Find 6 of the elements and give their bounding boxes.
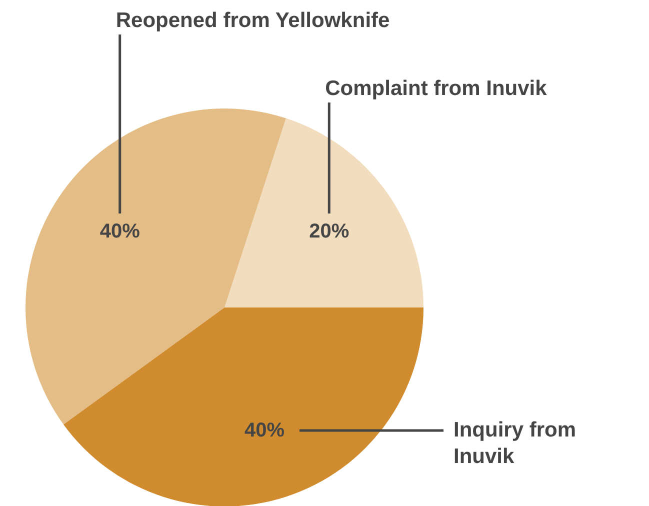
data-label: 40% xyxy=(244,420,285,442)
slice-label: Reopened from Yellowknife xyxy=(116,9,390,32)
data-label: 40% xyxy=(100,220,140,242)
slice-label: Complaint from Inuvik xyxy=(325,77,548,100)
slice-label: Inquiry from Inuvik xyxy=(454,418,576,468)
data-label: 20% xyxy=(309,220,350,242)
